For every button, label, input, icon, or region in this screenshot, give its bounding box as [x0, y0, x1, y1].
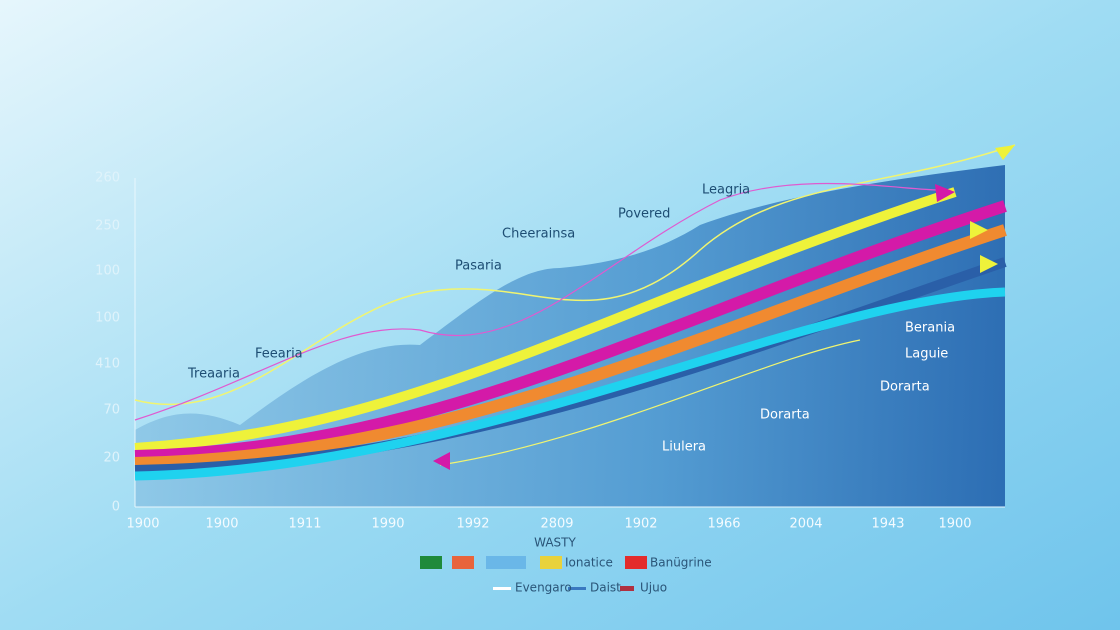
- legend-entry: Ujuo: [640, 581, 667, 595]
- x-label: 2004: [789, 517, 822, 532]
- annotation: Pasaria: [455, 259, 502, 274]
- x-label: 1900: [126, 517, 159, 532]
- thin-line: [134, 182, 941, 421]
- y-label: 20: [103, 451, 120, 466]
- flag: [420, 556, 442, 569]
- legend-entry: Banügrine: [650, 556, 712, 570]
- stream: [134, 224, 1007, 469]
- stream: [134, 287, 1006, 481]
- y-label: 260: [95, 171, 120, 186]
- legend-swatch: [493, 587, 511, 590]
- plot: [134, 144, 1016, 508]
- annotation: Povered: [618, 207, 670, 222]
- flag: [452, 556, 474, 569]
- arrow: [995, 145, 1015, 160]
- x-label: 1990: [371, 517, 404, 532]
- y-label: 0: [112, 500, 120, 515]
- arrow: [980, 255, 998, 273]
- x-title: WASTY: [534, 536, 576, 550]
- arrow: [935, 184, 955, 202]
- thin-line: [134, 144, 1016, 406]
- arrow: [433, 452, 450, 470]
- arrow: [970, 221, 988, 239]
- annotation: Liulera: [662, 440, 706, 455]
- x-label: 1900: [938, 517, 971, 532]
- annotation: Dorarta: [760, 408, 810, 423]
- x-label: 1992: [456, 517, 489, 532]
- flag: [540, 556, 562, 569]
- x-label: 1911: [288, 517, 321, 532]
- annotation: Berania: [905, 321, 955, 336]
- legend-entry: Evengaro: [515, 581, 572, 595]
- annotation: Leagria: [702, 183, 750, 198]
- legend-entry: Daist: [590, 581, 621, 595]
- stream: [134, 200, 1007, 462]
- legend-swatch: [620, 586, 634, 591]
- y-label: 70: [103, 403, 120, 418]
- annotation: Feearia: [255, 347, 303, 362]
- y-label: 100: [95, 311, 120, 326]
- annotation: Dorarta: [880, 380, 930, 395]
- annotation: Laguie: [905, 347, 948, 362]
- flag: [625, 556, 647, 569]
- annotation: Cheerainsa: [502, 227, 575, 242]
- x-label: 1966: [707, 517, 740, 532]
- thin-line: [439, 339, 861, 466]
- stream: [134, 187, 957, 453]
- legend-entry: Ionatice: [565, 556, 613, 570]
- y-label: 410: [95, 357, 120, 372]
- y-label: 100: [95, 264, 120, 279]
- legend-swatch: [568, 587, 586, 590]
- flag: [486, 556, 526, 569]
- x-label: 1943: [871, 517, 904, 532]
- x-label: 1900: [205, 517, 238, 532]
- x-label: 1902: [624, 517, 657, 532]
- annotation: Treaaria: [187, 367, 240, 382]
- y-label: 250: [95, 219, 120, 234]
- x-label: 2809: [540, 517, 573, 532]
